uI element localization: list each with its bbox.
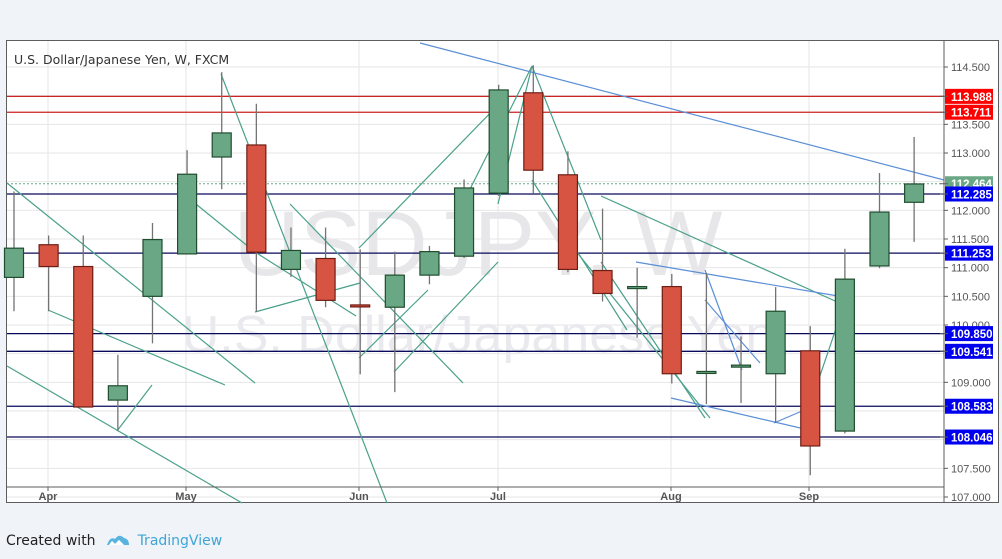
candle-up[interactable] (869, 211, 890, 267)
price-level-badge[interactable] (945, 245, 993, 261)
watermark-symbol: USDJPY, W (233, 193, 722, 295)
candle-up[interactable] (3, 247, 25, 279)
candle-up[interactable] (627, 285, 648, 290)
y-axis-label: 113.000 (951, 148, 990, 160)
trend-line[interactable] (254, 251, 357, 317)
y-axis-label: 111.000 (951, 263, 989, 275)
watermark-name: U.S. Dollar/Japanese Yen (182, 306, 775, 364)
trend-line[interactable] (531, 65, 602, 241)
trend-line[interactable] (6, 365, 243, 504)
tradingview-link[interactable]: TradingView (137, 533, 223, 549)
trend-line[interactable] (704, 269, 743, 371)
candle-up[interactable] (142, 238, 163, 297)
y-axis-label: 107.500 (951, 463, 991, 475)
candle-up[interactable] (453, 187, 475, 257)
candle-up[interactable] (177, 173, 198, 255)
price-level-label: 108.583 (951, 402, 993, 414)
created-with-label: Created with (6, 533, 96, 549)
trend-line[interactable] (600, 195, 845, 306)
candle-up[interactable] (834, 278, 855, 432)
trend-line[interactable] (358, 104, 499, 249)
candle-up[interactable] (696, 370, 717, 375)
candle-up[interactable] (765, 310, 786, 375)
x-axis-label: Sep (799, 491, 819, 503)
price-level-label: 111.253 (951, 249, 991, 261)
price-level-badge[interactable] (945, 326, 993, 342)
trend-line[interactable] (393, 261, 499, 373)
candle-up[interactable] (280, 249, 302, 270)
candle-down[interactable] (661, 285, 682, 375)
price-level-label: 113.711 (951, 108, 992, 120)
candle-down[interactable] (800, 350, 821, 447)
tradingview-logo-icon[interactable] (106, 533, 130, 549)
trend-line[interactable] (254, 282, 361, 313)
price-level-label: 109.850 (951, 329, 993, 341)
y-axis-label: 112.000 (951, 205, 990, 217)
y-axis-label: 111.500 (951, 234, 989, 246)
price-level-badge[interactable] (945, 88, 993, 104)
candle-up[interactable] (211, 132, 232, 158)
trend-line[interactable] (116, 384, 153, 432)
x-axis-label: Aug (660, 491, 681, 503)
chart-title: U.S. Dollar/Japanese Yen, W, FXCM (14, 52, 230, 67)
candle-down[interactable] (557, 174, 579, 270)
candle-up[interactable] (384, 274, 405, 308)
candle-up[interactable] (488, 89, 509, 194)
y-axis-label: 114.500 (951, 62, 990, 74)
trend-line[interactable] (358, 289, 429, 359)
y-axis-label: 107.000 (951, 492, 991, 504)
trend-line[interactable] (670, 397, 810, 431)
price-level-label: 108.046 (951, 433, 993, 445)
x-axis-label: Apr (39, 491, 59, 503)
candle-up[interactable] (419, 251, 440, 276)
x-axis-label: Jun (349, 491, 369, 503)
price-level-badge[interactable] (945, 186, 993, 202)
candle-down[interactable] (73, 265, 94, 408)
y-axis-label: 113.500 (951, 119, 990, 131)
price-level-badge[interactable] (945, 429, 993, 445)
trend-line[interactable] (566, 239, 711, 419)
trend-line[interactable] (600, 261, 706, 419)
candle-down[interactable] (38, 244, 59, 268)
trend-line[interactable] (419, 42, 945, 181)
candle-up[interactable] (107, 385, 128, 401)
price-level-badge[interactable] (945, 343, 993, 359)
candle-down[interactable] (350, 304, 371, 308)
price-level-badge[interactable] (945, 104, 993, 120)
price-level-label: 109.541 (951, 347, 993, 359)
x-axis-label: Jul (490, 491, 506, 503)
y-axis-label: 109.000 (951, 377, 991, 389)
trend-line[interactable] (704, 299, 761, 364)
candle-up[interactable] (730, 364, 752, 368)
y-axis-label: 110.500 (951, 291, 990, 303)
trend-line[interactable] (6, 182, 256, 384)
price-level-label: 112.285 (951, 189, 993, 201)
trend-line[interactable] (185, 195, 256, 253)
candle-down[interactable] (246, 144, 267, 253)
footer: Created with TradingView (6, 533, 222, 549)
trend-line[interactable] (635, 261, 845, 298)
candle-down[interactable] (315, 257, 336, 301)
trend-line[interactable] (289, 203, 464, 384)
candle-up[interactable] (904, 183, 925, 203)
price-level-label: 113.988 (951, 92, 993, 104)
candle-down[interactable] (523, 92, 544, 171)
x-axis-label: May (175, 491, 197, 503)
candle-down[interactable] (592, 269, 613, 295)
price-level-badge[interactable] (945, 398, 993, 414)
